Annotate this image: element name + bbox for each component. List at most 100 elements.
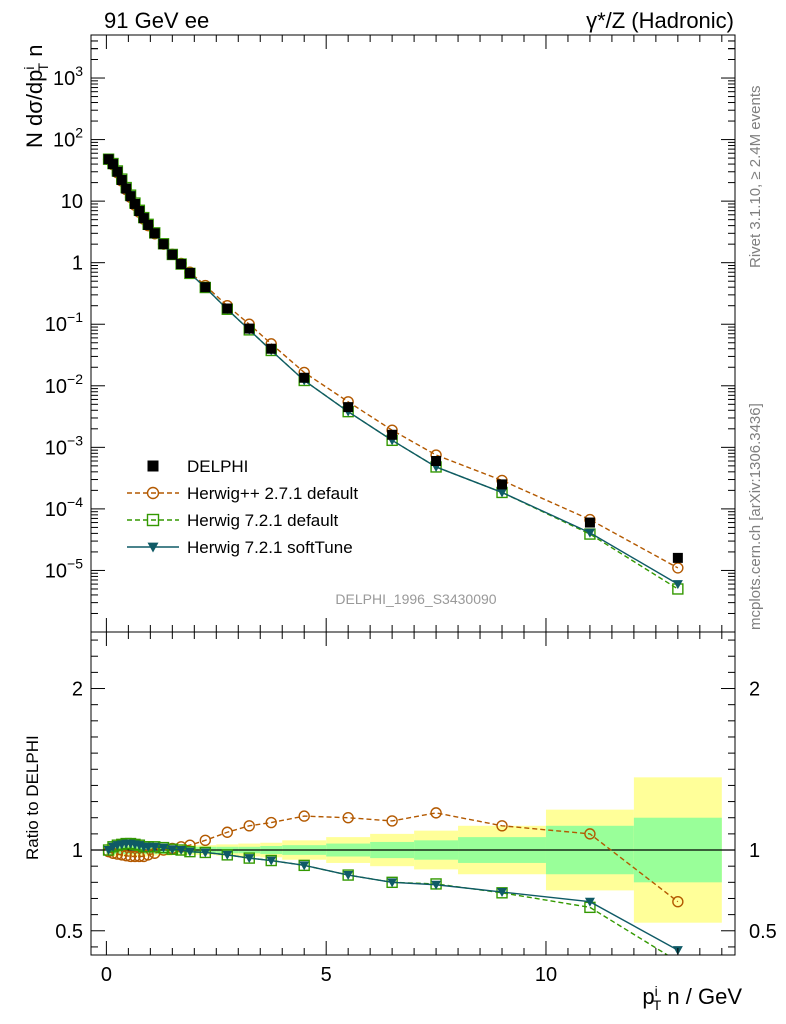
ratio-point — [158, 843, 169, 853]
data-point — [138, 213, 149, 224]
ratio-series-group — [91, 777, 735, 966]
y-tick-label: 10−4 — [45, 494, 83, 521]
data-point — [167, 249, 178, 260]
data-point — [121, 183, 132, 194]
ratio-point — [184, 847, 195, 857]
data-point — [387, 429, 398, 440]
data-point — [143, 219, 154, 230]
ratio-point — [200, 848, 211, 858]
x-tick-label: 5 — [321, 964, 332, 986]
ratio-point — [431, 880, 442, 890]
analysis-id: DELPHI_1996_S3430090 — [335, 591, 496, 607]
data-point — [200, 282, 211, 293]
ratio-point — [299, 861, 310, 871]
data-point — [584, 528, 595, 538]
ratio-point — [497, 888, 508, 898]
data-point — [672, 562, 684, 574]
header-right: γ*/Z (Hadronic) — [586, 8, 734, 33]
y-tick-label: 103 — [53, 63, 83, 90]
ratio-point — [129, 850, 141, 863]
ratio-y-axis-label: Ratio to DELPHI — [23, 735, 42, 860]
series-delphi — [103, 154, 683, 563]
ratio-point — [143, 842, 154, 852]
data-point — [343, 402, 354, 413]
legend-label: Herwig++ 2.7.1 default — [187, 484, 358, 503]
y-tick-label: 1 — [72, 840, 83, 862]
data-point — [125, 191, 136, 202]
data-point — [299, 372, 310, 383]
ratio-point — [387, 878, 398, 888]
data-point — [266, 343, 277, 354]
mcplots-label: mcplots.cern.ch [arXiv:1306.3436] — [747, 403, 764, 630]
data-point — [107, 159, 118, 170]
legend: DELPHI Herwig++ 2.7.1 default Herwig 7.2.1… — [127, 457, 358, 557]
ratio-point — [343, 871, 354, 881]
data-point — [158, 239, 169, 250]
ratio-point — [124, 850, 137, 863]
legend-marker — [147, 542, 159, 553]
ratio-point — [584, 828, 596, 840]
ratio-point — [673, 956, 683, 966]
ratio-point — [266, 856, 277, 866]
ratio-point — [244, 854, 255, 864]
header-left: 91 GeV ee — [104, 8, 209, 33]
data-point — [497, 479, 508, 490]
y-tick-label-right: 1 — [749, 840, 760, 862]
y-tick-label: 10−5 — [45, 555, 83, 582]
y-tick-label: 10−1 — [45, 309, 83, 336]
ratio-plot-content — [91, 777, 735, 966]
main-plot-content — [102, 153, 684, 595]
rivet-version-label: Rivet 3.1.10, ≥ 2.4M events — [747, 86, 764, 269]
x-axis-label: pi T n / GeV — [642, 983, 742, 1013]
ratio-point — [430, 807, 442, 819]
data-point — [184, 267, 195, 278]
data-point — [149, 228, 160, 239]
x-tick-label: 0 — [101, 964, 112, 986]
ratio-point — [298, 810, 310, 822]
ratio-point — [167, 845, 178, 855]
ratio-point — [199, 834, 211, 847]
data-point — [431, 455, 442, 466]
ratio-point — [496, 820, 508, 832]
data-point — [244, 323, 255, 334]
legend-label: DELPHI — [187, 457, 248, 476]
ratio-point — [149, 842, 160, 852]
y-tick-label: 10 — [61, 191, 83, 213]
ratio-point — [221, 826, 233, 838]
data-point — [134, 206, 145, 217]
legend-label: Herwig 7.2.1 default — [187, 511, 338, 530]
data-point — [672, 552, 683, 563]
series-line — [108, 159, 679, 569]
data-point — [116, 175, 127, 186]
ratio-point — [342, 812, 354, 824]
ratio-point — [386, 815, 398, 827]
y-tick-label: 10−3 — [45, 432, 83, 459]
ratio-point — [222, 850, 233, 860]
y-tick-label-right: 0.5 — [749, 921, 777, 943]
data-point — [497, 488, 508, 498]
data-point — [176, 259, 187, 270]
data-point — [672, 580, 683, 590]
y-tick-label-right: 2 — [749, 679, 760, 701]
y-tick-label: 1 — [72, 253, 83, 275]
main-y-axis-label: N dσ/dpiT n — [21, 45, 51, 148]
legend-label: Herwig 7.2.1 softTune — [187, 538, 353, 557]
ratio-point — [584, 897, 595, 907]
data-point — [129, 198, 140, 209]
y-tick-label: 0.5 — [55, 921, 83, 943]
ratio-frame — [90, 631, 736, 956]
legend-marker — [147, 460, 159, 472]
ratio-axis-ticks: 0.5 0.5 1 1 2 2 0 5 10 — [55, 632, 777, 986]
ratio-series-herwig-7-2-1-softtune — [103, 839, 683, 955]
legend-marker — [146, 486, 160, 500]
ratio-point — [120, 849, 132, 862]
y-tick-label: 10−2 — [45, 371, 83, 398]
ratio-panel: 0.5 0.5 1 1 2 2 0 5 10 Ratio to DELPHI pi T n / G… — [23, 631, 777, 1013]
ratio-point — [672, 896, 684, 908]
ratio-point — [176, 846, 187, 856]
data-point — [584, 517, 595, 528]
ratio-point — [265, 816, 277, 829]
data-point — [112, 166, 123, 177]
y-tick-label: 102 — [53, 125, 83, 152]
